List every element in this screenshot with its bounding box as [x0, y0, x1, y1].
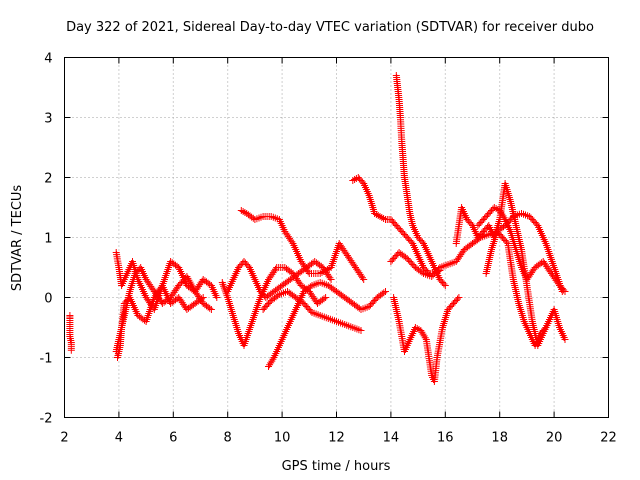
marker-trace	[265, 279, 389, 370]
x-tick-label: 16	[437, 431, 454, 446]
y-tick-label: 0	[44, 292, 52, 307]
x-tick-label: 8	[224, 431, 232, 446]
x-tick-label: 6	[169, 431, 177, 446]
marker-trace	[390, 294, 463, 385]
marker-trace	[66, 312, 75, 354]
marker-trace	[237, 207, 368, 283]
y-axis-label: SDTVAR / TECUs	[10, 185, 25, 292]
marker-trace	[392, 72, 449, 289]
series-pass-g	[237, 207, 368, 283]
x-tick-label: 10	[274, 431, 291, 446]
marker-trace	[387, 210, 566, 295]
series-pass-l	[390, 294, 463, 385]
y-tick-label: -2	[40, 412, 53, 427]
series-pass-h	[265, 279, 389, 370]
series-pass-m	[387, 210, 566, 295]
data-points	[66, 72, 569, 385]
y-tick-label: 4	[44, 52, 52, 67]
x-tick-labels: 2 4 6 8 10 12 14 16 18 20 22	[60, 431, 616, 446]
y-tick-labels: -2 -1 0 1 2 3 4	[40, 52, 53, 427]
y-tick-label: 3	[44, 112, 52, 127]
ticks	[64, 57, 609, 418]
y-tick-label: 1	[44, 232, 52, 247]
chart-title: Day 322 of 2021, Sidereal Day-to-day VTE…	[66, 20, 594, 35]
x-axis-label: GPS time / hours	[282, 459, 391, 474]
marker-trace	[114, 282, 207, 361]
series-pass-o	[474, 204, 569, 295]
marker-trace	[482, 228, 555, 349]
x-tick-label: 4	[115, 431, 123, 446]
series-pass-k	[392, 72, 449, 289]
series-pass-i	[259, 288, 365, 334]
marker-trace	[474, 204, 569, 295]
series-pass-d	[114, 282, 207, 361]
x-tick-label: 12	[328, 431, 345, 446]
grid	[64, 57, 609, 418]
y-tick-label: 2	[44, 172, 52, 187]
series-pass-p	[482, 228, 555, 349]
x-tick-label: 2	[60, 431, 68, 446]
x-tick-label: 14	[383, 431, 400, 446]
x-tick-label: 20	[546, 431, 563, 446]
marker-trace	[259, 288, 365, 334]
series-pass-a	[66, 312, 75, 354]
x-tick-label: 22	[600, 431, 617, 446]
x-tick-label: 18	[491, 431, 508, 446]
y-tick-label: -1	[40, 352, 53, 367]
